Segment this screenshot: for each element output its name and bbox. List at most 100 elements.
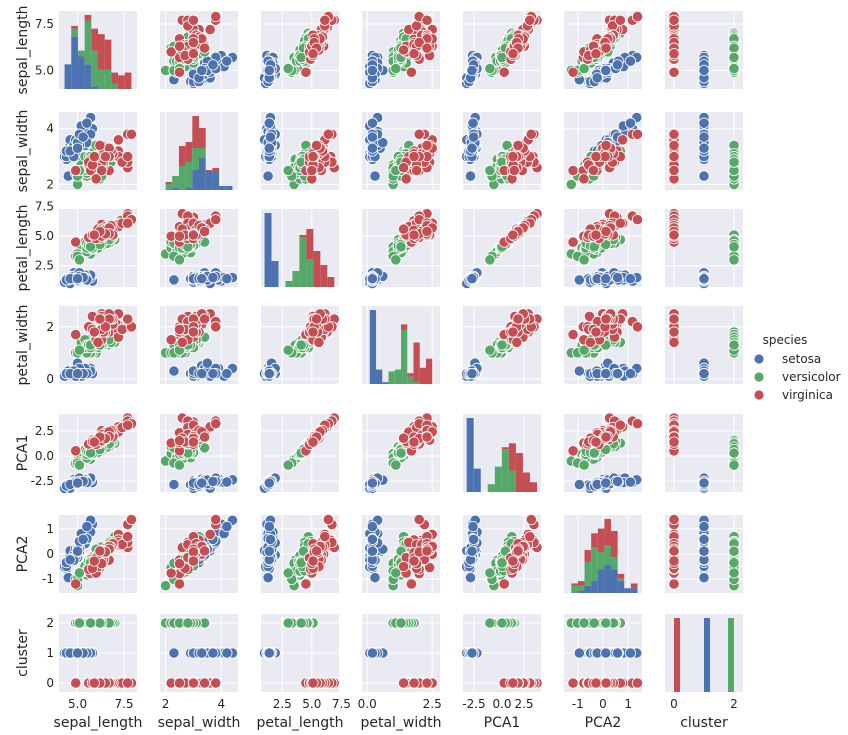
point-virginica	[408, 150, 420, 163]
point-virginica	[397, 223, 410, 235]
point-setosa	[624, 476, 637, 488]
point-virginica	[567, 328, 579, 341]
point-virginica	[584, 336, 597, 348]
point-virginica	[668, 313, 680, 325]
point-setosa	[366, 142, 378, 154]
point-setosa	[467, 131, 480, 143]
point-setosa	[600, 273, 612, 285]
point-virginica	[125, 128, 138, 140]
y-tick-label: -1	[42, 572, 54, 586]
hist-bar-versicolor	[407, 376, 414, 384]
point-virginica	[94, 313, 106, 325]
hist-bar-versicolor	[501, 449, 509, 492]
point-virginica	[668, 229, 680, 241]
point-virginica	[668, 164, 680, 177]
point-setosa	[464, 170, 477, 182]
y-tick-label: 5.0	[35, 229, 54, 243]
point-virginica	[187, 14, 200, 26]
point-setosa	[611, 475, 624, 487]
y-tick-label: 7.5	[35, 17, 54, 31]
point-setosa	[221, 273, 233, 285]
point-setosa	[600, 477, 612, 489]
point-setosa	[698, 64, 710, 77]
hist-bar-versicolor	[306, 259, 314, 287]
point-virginica	[631, 128, 644, 140]
point-versicolor	[728, 339, 740, 351]
point-setosa	[81, 520, 93, 533]
y-axis-label: PCA2	[15, 536, 31, 573]
point-virginica	[421, 139, 433, 152]
hist-bar-versicolor	[185, 162, 193, 188]
point-virginica	[578, 173, 590, 185]
y-tick-label: 1	[46, 522, 54, 536]
point-virginica	[204, 23, 216, 36]
point-setosa	[698, 142, 710, 154]
point-virginica	[631, 418, 644, 430]
hist-bar-virginica	[165, 182, 173, 184]
hist-bar-setosa	[77, 56, 85, 89]
y-tick-label: 0	[46, 372, 54, 386]
hist-bar-versicolor	[292, 271, 300, 287]
hist-bar-virginica	[419, 367, 426, 384]
point-versicolor	[390, 62, 402, 75]
point-virginica	[122, 217, 134, 229]
point-setosa	[207, 475, 219, 487]
hist-bar-versicolor	[487, 484, 495, 492]
point-virginica	[590, 150, 602, 163]
point-virginica	[88, 150, 100, 163]
point-virginica	[507, 229, 519, 241]
pairplot-panels: 5.07.5sepal_length24sepal_width2.55.07.5…	[15, 6, 743, 731]
point-virginica	[631, 214, 644, 226]
point-setosa	[466, 142, 478, 154]
point-versicolor	[728, 42, 740, 54]
hist-bar-virginica	[501, 447, 509, 450]
point-virginica	[173, 230, 186, 242]
point-versicolor	[484, 344, 496, 356]
point-versicolor	[282, 164, 294, 177]
panel-petal_width-vs-cluster	[665, 306, 743, 384]
hist-bar-setosa	[199, 158, 206, 190]
point-setosa	[263, 64, 275, 77]
hist-bar-versicolor	[104, 69, 112, 89]
point-virginica	[307, 150, 319, 163]
point-virginica	[319, 14, 331, 26]
point-versicolor	[395, 447, 407, 459]
y-axis-label: petal_length	[15, 204, 31, 291]
point-setosa	[196, 64, 208, 77]
hist-bar-versicolor	[98, 69, 105, 89]
panel-petal_width-vs-sepal_width	[159, 306, 239, 384]
hist-bar-virginica	[192, 116, 199, 148]
hist-bar-virginica	[212, 168, 220, 172]
hist-bar-virginica	[413, 342, 420, 383]
point-setosa	[221, 367, 233, 380]
panel-sepal_length-vs-sepal_width	[159, 10, 239, 90]
point-virginica	[567, 164, 579, 177]
hist-bar-virginica	[71, 25, 78, 29]
panel-petal_length-vs-PCA2	[564, 206, 644, 290]
point-virginica	[88, 555, 100, 567]
hist-bar-versicolor	[508, 470, 516, 492]
point-virginica	[210, 321, 222, 333]
point-virginica	[600, 431, 612, 443]
y-axis-label: petal_width	[15, 304, 31, 385]
panel-sepal_width-vs-petal_length	[258, 111, 342, 191]
hist-bar-versicolor	[494, 466, 502, 492]
hist-bar-virginica	[515, 453, 523, 492]
hist-bar-virginica	[111, 72, 119, 84]
point-setosa	[71, 273, 84, 285]
point-setosa	[264, 131, 277, 143]
y-tick-label: 0.0	[35, 449, 54, 463]
point-setosa	[81, 117, 93, 129]
point-setosa	[71, 545, 84, 557]
point-virginica	[421, 14, 433, 26]
y-axis-label: PCA1	[15, 435, 31, 472]
point-virginica	[310, 313, 323, 325]
point-setosa	[624, 273, 637, 285]
point-setosa	[611, 59, 624, 71]
point-versicolor	[578, 62, 590, 75]
point-virginica	[70, 578, 82, 590]
point-virginica	[116, 323, 128, 335]
point-virginica	[307, 48, 319, 60]
panel-petal_length-vs-petal_length	[261, 209, 342, 287]
hist-bar-setosa	[64, 64, 72, 89]
